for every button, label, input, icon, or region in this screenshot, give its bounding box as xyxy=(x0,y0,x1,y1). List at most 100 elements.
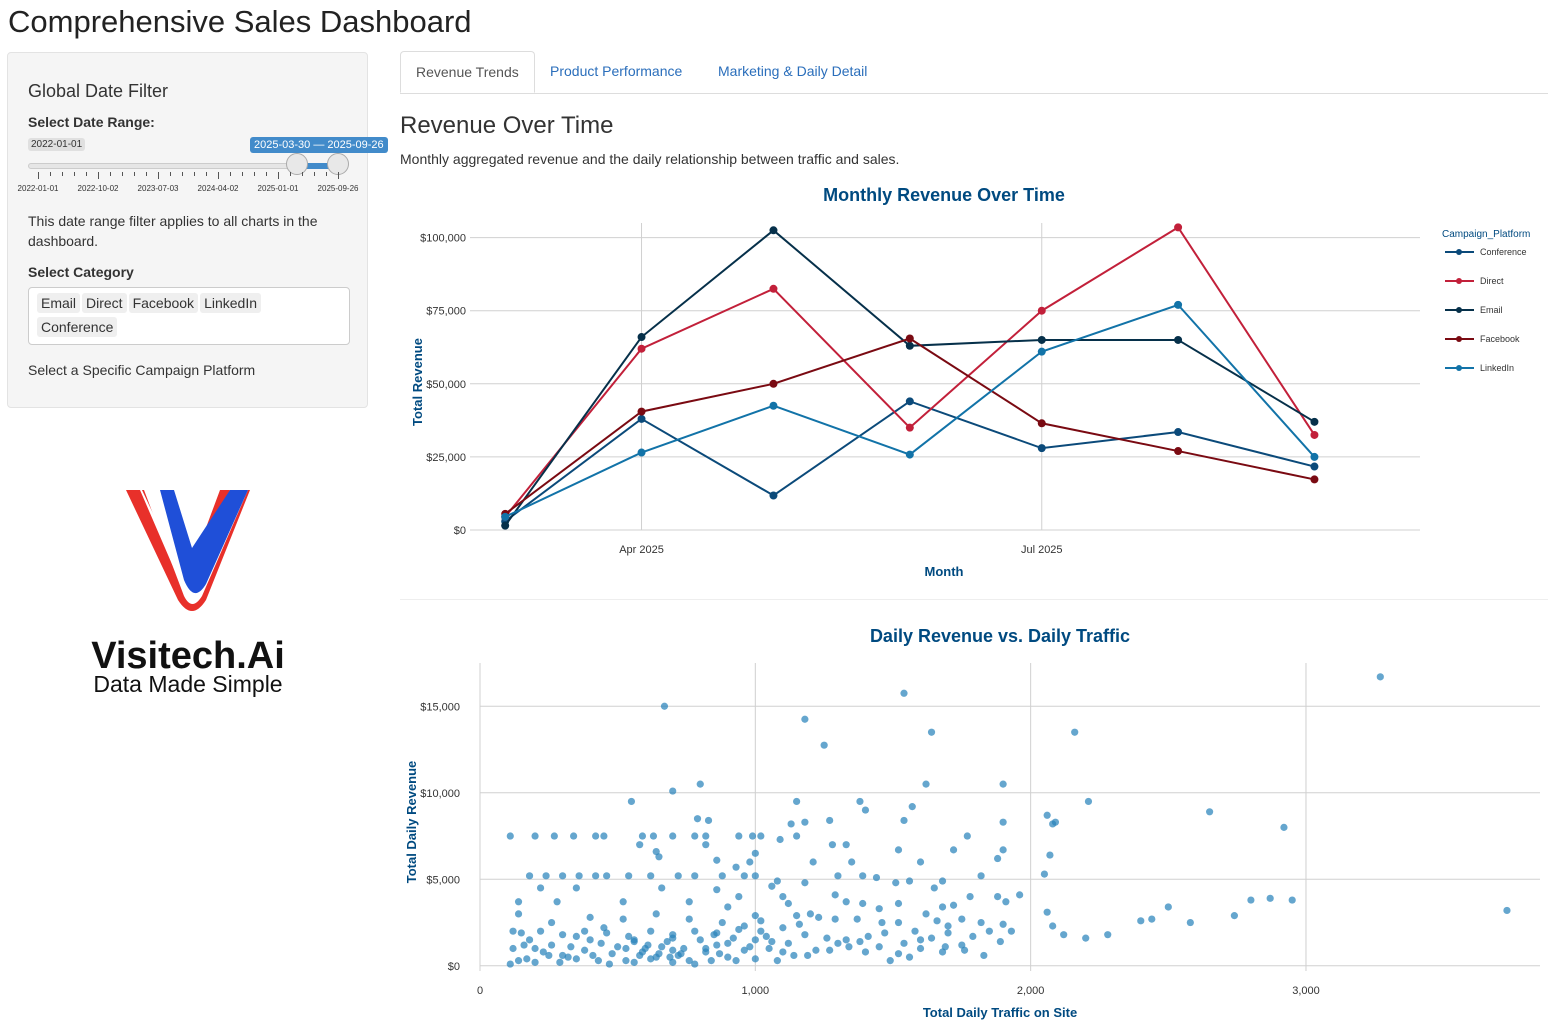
scatter-point xyxy=(702,832,710,840)
category-chip-facebook[interactable]: Facebook xyxy=(128,293,199,313)
y-axis-label: Total Daily Revenue xyxy=(404,761,419,884)
category-select[interactable]: Email Direct Facebook LinkedIn Conference xyxy=(28,287,350,345)
scatter-point xyxy=(1503,906,1511,915)
scatter-point xyxy=(691,960,699,968)
scatter-point xyxy=(875,943,883,951)
tab-product-performance[interactable]: Product Performance xyxy=(550,63,683,79)
scatter-point xyxy=(823,934,831,942)
scatter-point xyxy=(960,946,969,954)
scatter-point xyxy=(740,946,748,954)
slider-tick-mark xyxy=(158,172,159,179)
x-tick-label: 2,000 xyxy=(1017,985,1045,997)
scatter-point xyxy=(536,884,545,892)
scatter-point xyxy=(905,953,914,961)
x-tick-label: 3,000 xyxy=(1292,985,1320,997)
scatter-point xyxy=(652,910,660,918)
slider-tick-mark xyxy=(170,172,171,176)
data-point-email xyxy=(501,521,510,530)
scatter-point xyxy=(1288,896,1296,904)
line-chart-title: Monthly Revenue Over Time xyxy=(823,185,1065,205)
scatter-point xyxy=(718,872,726,880)
scatter-point xyxy=(793,797,801,806)
scatter-point xyxy=(812,946,820,954)
legend-marker-direct xyxy=(1456,278,1462,284)
category-chip-conference[interactable]: Conference xyxy=(37,317,118,337)
category-chip-email[interactable]: Email xyxy=(37,293,81,313)
tab-marketing-daily-detail[interactable]: Marketing & Daily Detail xyxy=(718,63,868,79)
scatter-point xyxy=(908,803,916,811)
scatter-point xyxy=(735,925,743,934)
scatter-point xyxy=(531,958,539,966)
scatter-point xyxy=(878,918,886,927)
slider-tick-mark xyxy=(122,172,123,176)
scatter-point xyxy=(735,892,743,901)
slider-tick-mark xyxy=(62,172,63,176)
daily-revenue-scatter[interactable]: Daily Revenue vs. Daily Traffic $0 $5,000 $… xyxy=(400,615,1550,1025)
slider-range-badge: 2025-03-30 — 2025-09-26 xyxy=(250,137,388,153)
scatter-point xyxy=(938,903,947,911)
scatter-point xyxy=(751,936,759,944)
y-tick-label: $100,000 xyxy=(420,233,466,245)
scatter-point xyxy=(658,943,666,951)
category-chip-direct[interactable]: Direct xyxy=(82,293,127,313)
x-tick-label: 1,000 xyxy=(742,985,770,997)
scatter-point xyxy=(793,912,801,920)
monthly-revenue-chart[interactable]: Monthly Revenue Over Time $0 $25,000 $50,00… xyxy=(400,175,1550,595)
scatter-point xyxy=(977,872,985,880)
scatter-point xyxy=(768,882,776,890)
scatter-point xyxy=(1137,917,1145,925)
scatter-point xyxy=(894,899,903,908)
scatter-point xyxy=(958,915,966,923)
x-axis-label: Month xyxy=(925,564,964,579)
scatter-point xyxy=(1040,870,1049,878)
scatter-point xyxy=(996,937,1004,946)
date-range-slider[interactable]: 2022-01-01 2025-03-30 — 2025-09-26 2022-… xyxy=(18,137,388,208)
scatter-point xyxy=(875,905,883,913)
scatter-point xyxy=(550,832,558,840)
scatter-point xyxy=(715,950,724,958)
slider-selected-bar[interactable] xyxy=(296,163,339,169)
slider-min-badge: 2022-01-01 xyxy=(28,138,86,151)
data-point-facebook xyxy=(905,334,914,343)
slider-tick-label: 2022-01-01 xyxy=(17,184,59,193)
category-label: Select Category xyxy=(28,264,134,280)
scatter-point xyxy=(826,946,834,954)
scatter-point xyxy=(1230,912,1238,920)
scatter-point xyxy=(922,780,930,788)
slider-handle-start[interactable] xyxy=(285,153,308,175)
scatter-point xyxy=(1247,896,1255,904)
data-point-facebook xyxy=(769,379,778,388)
scatter-point xyxy=(1060,931,1068,939)
scatter-point xyxy=(545,951,553,960)
scatter-point xyxy=(776,835,784,844)
scatter-point xyxy=(724,903,732,911)
scatter-point xyxy=(784,899,792,908)
data-point-email xyxy=(1037,335,1046,344)
data-point-linkedin xyxy=(1174,300,1183,309)
scatter-point xyxy=(828,841,837,849)
scatter-point xyxy=(740,922,748,930)
sidebar-panel: Global Date Filter Select Date Range: 20… xyxy=(7,52,388,408)
slider-tick-mark xyxy=(290,172,291,176)
category-chip-linkedin[interactable]: LinkedIn xyxy=(200,293,261,313)
legend-title: Campaign_Platform xyxy=(1442,229,1530,240)
scatter-point xyxy=(1376,673,1384,681)
scatter-point xyxy=(859,872,867,880)
scatter-point xyxy=(1084,797,1093,806)
scatter-point xyxy=(1206,808,1214,816)
scatter-point xyxy=(994,892,1002,901)
data-point-facebook xyxy=(1174,447,1183,456)
data-point-direct xyxy=(905,423,914,432)
data-point-conference xyxy=(1037,444,1046,453)
scatter-point xyxy=(594,957,602,965)
scatter-point xyxy=(514,898,523,906)
tab-revenue-trends[interactable]: Revenue Trends xyxy=(400,51,535,93)
scatter-point xyxy=(702,841,710,849)
slider-tick-label: 2025-09-26 xyxy=(317,184,359,193)
scatter-point xyxy=(669,787,677,795)
scatter-point xyxy=(564,953,572,961)
scatter-point xyxy=(506,832,514,840)
scatter-point xyxy=(506,960,514,968)
scatter-point xyxy=(572,955,580,963)
scatter-point xyxy=(748,832,757,840)
